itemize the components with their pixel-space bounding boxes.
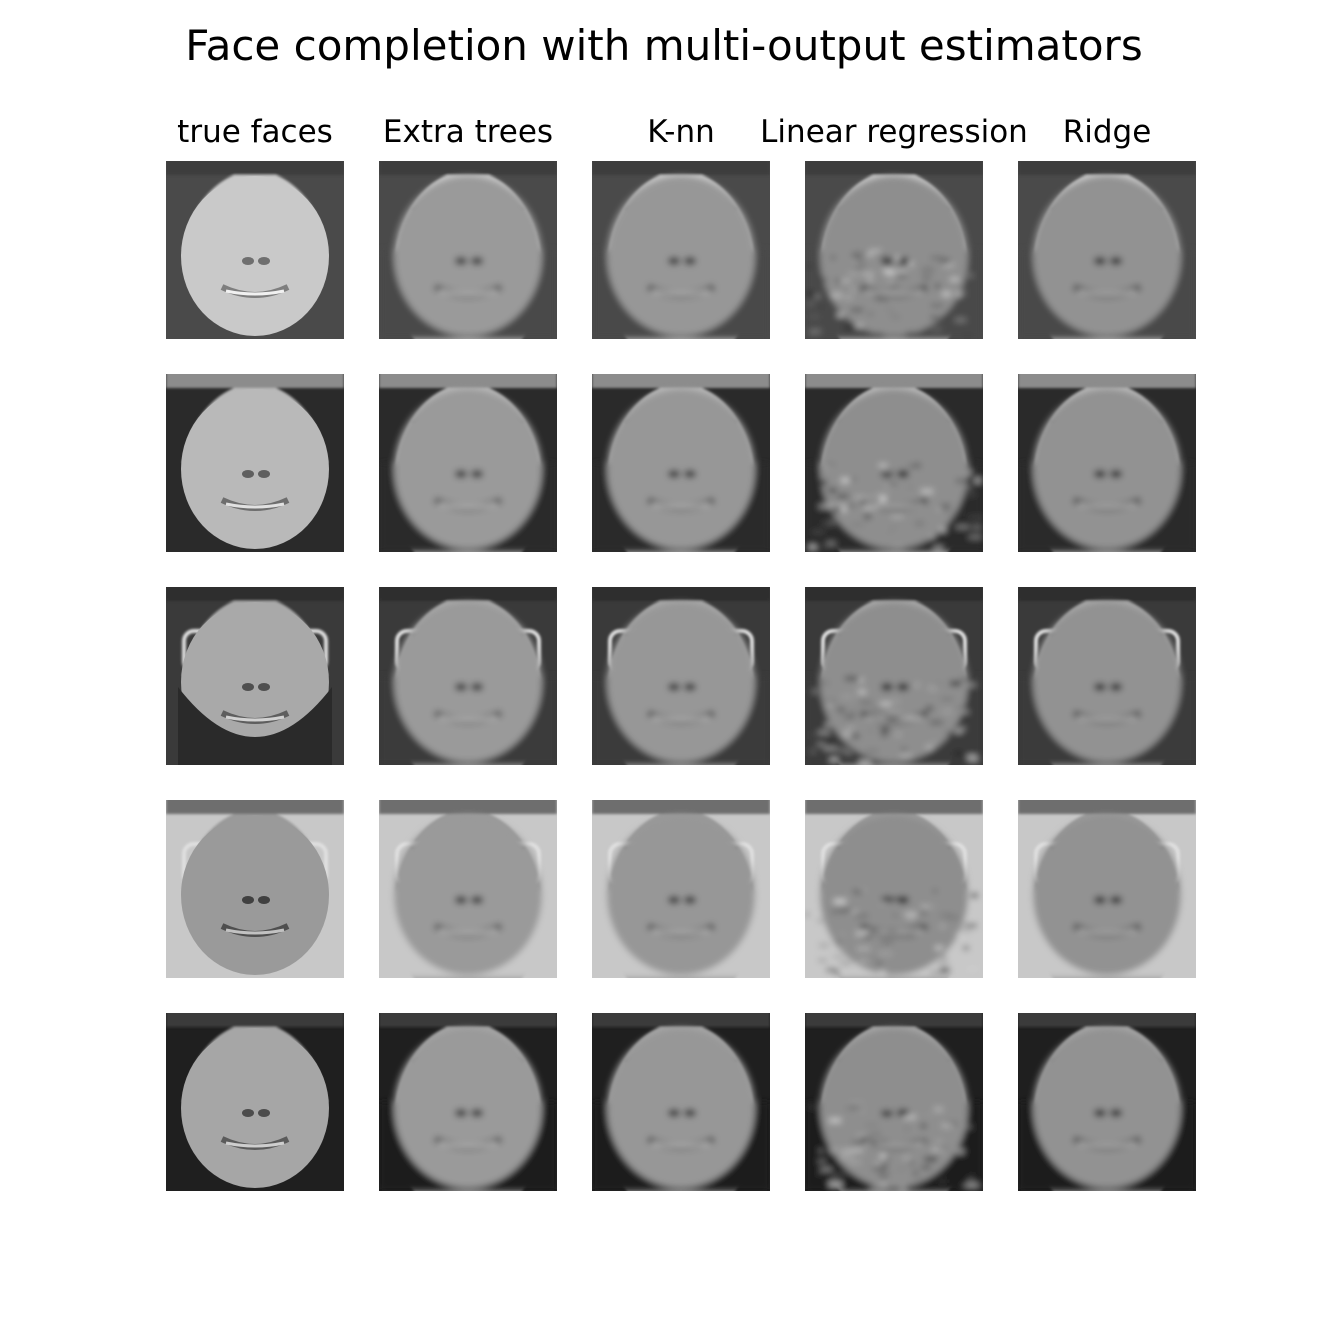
face-lower-half bbox=[805, 176, 983, 339]
face-image-true-2 bbox=[166, 374, 344, 552]
face-image-knn-4 bbox=[592, 800, 770, 978]
face-lower-half bbox=[1018, 176, 1196, 339]
face-lower-half bbox=[1018, 389, 1196, 552]
face-lower-half bbox=[166, 176, 344, 339]
face-lower-half bbox=[379, 602, 557, 765]
face-lower-half bbox=[1018, 602, 1196, 765]
face-picture bbox=[805, 1013, 983, 1191]
face-picture bbox=[592, 374, 770, 552]
face-image-knn-1 bbox=[592, 161, 770, 339]
face-lower-half bbox=[166, 815, 344, 978]
face-picture bbox=[166, 800, 344, 978]
face-image-ridge-3 bbox=[1018, 587, 1196, 765]
face-image-true-5 bbox=[166, 1013, 344, 1191]
face-image-true-3 bbox=[166, 587, 344, 765]
face-lower-half bbox=[379, 176, 557, 339]
face-picture bbox=[592, 587, 770, 765]
column-title-knn: K-nn bbox=[647, 114, 715, 150]
face-picture bbox=[379, 161, 557, 339]
face-picture bbox=[592, 1013, 770, 1191]
face-lower-half bbox=[592, 176, 770, 339]
face-image-knn-5 bbox=[592, 1013, 770, 1191]
face-image-ridge-1 bbox=[1018, 161, 1196, 339]
face-picture bbox=[805, 800, 983, 978]
face-lower-half bbox=[592, 1028, 770, 1191]
face-image-ridge-2 bbox=[1018, 374, 1196, 552]
face-picture bbox=[1018, 587, 1196, 765]
face-image-knn-2 bbox=[592, 374, 770, 552]
face-picture bbox=[379, 1013, 557, 1191]
face-lower-half bbox=[805, 602, 983, 765]
face-image-linear-3 bbox=[805, 587, 983, 765]
face-lower-half bbox=[1018, 1028, 1196, 1191]
face-picture bbox=[1018, 161, 1196, 339]
face-image-linear-1 bbox=[805, 161, 983, 339]
face-image-extra-4 bbox=[379, 800, 557, 978]
face-lower-half bbox=[592, 602, 770, 765]
face-lower-half bbox=[166, 1028, 344, 1191]
face-image-linear-4 bbox=[805, 800, 983, 978]
face-image-true-1 bbox=[166, 161, 344, 339]
face-lower-half bbox=[379, 389, 557, 552]
face-picture bbox=[805, 374, 983, 552]
column-title-linear: Linear regression bbox=[760, 114, 1028, 150]
face-lower-half bbox=[805, 1028, 983, 1191]
face-image-linear-2 bbox=[805, 374, 983, 552]
face-lower-half bbox=[166, 602, 344, 765]
column-title-true: true faces bbox=[177, 114, 333, 150]
face-image-linear-5 bbox=[805, 1013, 983, 1191]
face-image-ridge-5 bbox=[1018, 1013, 1196, 1191]
face-picture bbox=[379, 587, 557, 765]
face-lower-half bbox=[379, 815, 557, 978]
face-lower-half bbox=[805, 815, 983, 978]
face-image-extra-3 bbox=[379, 587, 557, 765]
face-picture bbox=[805, 587, 983, 765]
face-lower-half bbox=[592, 815, 770, 978]
face-image-extra-2 bbox=[379, 374, 557, 552]
face-picture bbox=[166, 374, 344, 552]
face-picture bbox=[166, 587, 344, 765]
face-picture bbox=[166, 161, 344, 339]
face-image-knn-3 bbox=[592, 587, 770, 765]
face-picture bbox=[1018, 800, 1196, 978]
face-lower-half bbox=[592, 389, 770, 552]
face-picture bbox=[1018, 1013, 1196, 1191]
face-lower-half bbox=[805, 389, 983, 552]
face-picture bbox=[805, 161, 983, 339]
column-title-extra: Extra trees bbox=[382, 114, 554, 150]
face-lower-half bbox=[166, 389, 344, 552]
face-image-ridge-4 bbox=[1018, 800, 1196, 978]
face-picture bbox=[592, 800, 770, 978]
figure-title: Face completion with multi-output estima… bbox=[185, 21, 1143, 70]
face-picture bbox=[379, 800, 557, 978]
face-lower-half bbox=[1018, 815, 1196, 978]
face-image-extra-5 bbox=[379, 1013, 557, 1191]
face-lower-half bbox=[379, 1028, 557, 1191]
column-title-ridge: Ridge bbox=[1062, 114, 1152, 150]
face-image-true-4 bbox=[166, 800, 344, 978]
face-image-extra-1 bbox=[379, 161, 557, 339]
face-picture bbox=[379, 374, 557, 552]
face-picture bbox=[1018, 374, 1196, 552]
face-picture bbox=[166, 1013, 344, 1191]
face-picture bbox=[592, 161, 770, 339]
